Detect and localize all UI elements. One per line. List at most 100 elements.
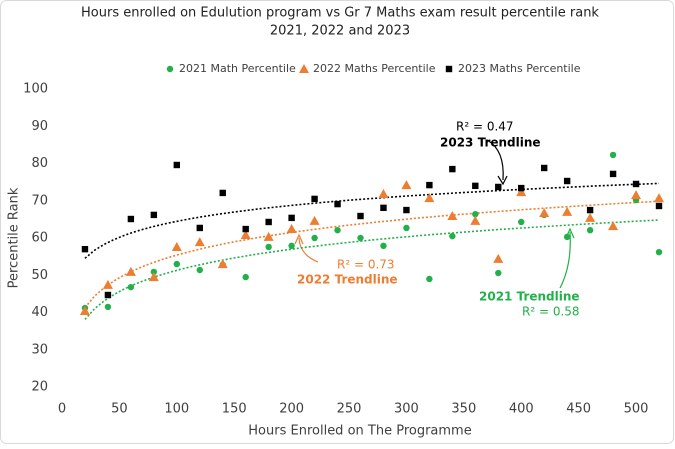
- point: [217, 259, 228, 269]
- annotation: R² = 0.47: [456, 120, 514, 134]
- legend-marker: [299, 64, 309, 73]
- point: [585, 212, 596, 222]
- x-tick-label: 100: [164, 402, 189, 417]
- point: [449, 232, 456, 240]
- arrowhead: [497, 175, 508, 186]
- x-tick-label: 200: [279, 402, 304, 417]
- point: [609, 151, 617, 159]
- y-tick-label: 70: [31, 193, 48, 208]
- point: [562, 206, 573, 216]
- point: [424, 193, 435, 203]
- annotation: R² = 0.58: [522, 305, 580, 319]
- point: [288, 242, 295, 250]
- trendline: [84, 182, 660, 259]
- point: [378, 189, 389, 199]
- point: [609, 170, 617, 178]
- point: [309, 215, 320, 225]
- x-tick-label: 0: [58, 402, 66, 417]
- annotation: 2023 Trendline: [440, 136, 541, 150]
- point: [242, 273, 249, 281]
- point: [150, 268, 158, 276]
- point: [563, 177, 571, 185]
- point: [357, 234, 364, 242]
- point: [654, 193, 664, 203]
- point: [148, 272, 159, 282]
- y-tick-label: 90: [31, 119, 48, 134]
- legend-marker: [445, 65, 453, 73]
- point: [586, 226, 594, 234]
- legend-label: 2023 Maths Percentile: [458, 62, 581, 75]
- y-tick-label: 30: [31, 342, 48, 357]
- point: [240, 230, 251, 240]
- point: [632, 180, 640, 188]
- point: [173, 161, 181, 169]
- point: [518, 184, 525, 192]
- point: [357, 212, 364, 220]
- point: [127, 215, 135, 223]
- x-tick-label: 300: [394, 402, 419, 417]
- point: [125, 266, 136, 276]
- point: [242, 225, 249, 233]
- point: [472, 182, 479, 190]
- point: [286, 224, 297, 234]
- point: [219, 189, 226, 197]
- point: [655, 202, 663, 210]
- y-tick-label: 100: [23, 82, 48, 97]
- point: [265, 218, 272, 226]
- point: [518, 218, 525, 226]
- chart-subtitle: 2021, 2022 and 2023: [270, 24, 410, 39]
- annotation: R² = 0.73: [337, 258, 395, 272]
- legend-marker: [166, 65, 174, 73]
- point: [104, 291, 112, 299]
- point: [655, 248, 663, 256]
- point: [472, 210, 479, 218]
- x-axis-label: Hours Enrolled on The Programme: [248, 424, 471, 439]
- point: [79, 306, 90, 316]
- point: [265, 243, 272, 251]
- arrowhead: [294, 233, 304, 245]
- legend-label: 2021 Math Percentile: [179, 62, 296, 75]
- legend-label: 2022 Maths Percentile: [313, 62, 436, 75]
- annotation: 2021 Trendline: [479, 290, 580, 304]
- point: [196, 266, 203, 274]
- point: [449, 165, 456, 173]
- point: [447, 211, 458, 221]
- point: [194, 237, 205, 247]
- point: [401, 180, 412, 190]
- trendline: [84, 200, 660, 309]
- y-tick-label: 40: [31, 305, 48, 320]
- point: [516, 187, 527, 197]
- x-tick-label: 150: [222, 402, 247, 417]
- point: [426, 181, 433, 189]
- point: [150, 211, 158, 219]
- series: [81, 161, 663, 299]
- arrow: [559, 231, 571, 289]
- point: [81, 245, 89, 253]
- point: [403, 206, 410, 214]
- x-tick-label: 350: [451, 402, 476, 417]
- point: [104, 303, 112, 311]
- point: [495, 183, 502, 191]
- y-tick-label: 50: [31, 268, 48, 283]
- series: [79, 180, 664, 316]
- x-tick-label: 400: [509, 402, 534, 417]
- point: [311, 195, 318, 203]
- point: [334, 226, 341, 234]
- point: [288, 214, 295, 222]
- x-tick-label: 450: [566, 402, 591, 417]
- point: [470, 215, 481, 225]
- point: [127, 283, 135, 291]
- point: [586, 206, 594, 214]
- point: [334, 200, 341, 208]
- annotation: 2022 Trendline: [297, 273, 398, 287]
- y-tick-label: 60: [31, 231, 48, 246]
- point: [493, 253, 504, 263]
- point: [608, 221, 619, 231]
- y-tick-label: 20: [31, 380, 48, 395]
- point: [495, 269, 502, 277]
- y-axis-label: Percentile Rank: [7, 187, 22, 288]
- point: [102, 279, 113, 289]
- point: [539, 208, 550, 218]
- y-tick-label: 80: [31, 156, 48, 171]
